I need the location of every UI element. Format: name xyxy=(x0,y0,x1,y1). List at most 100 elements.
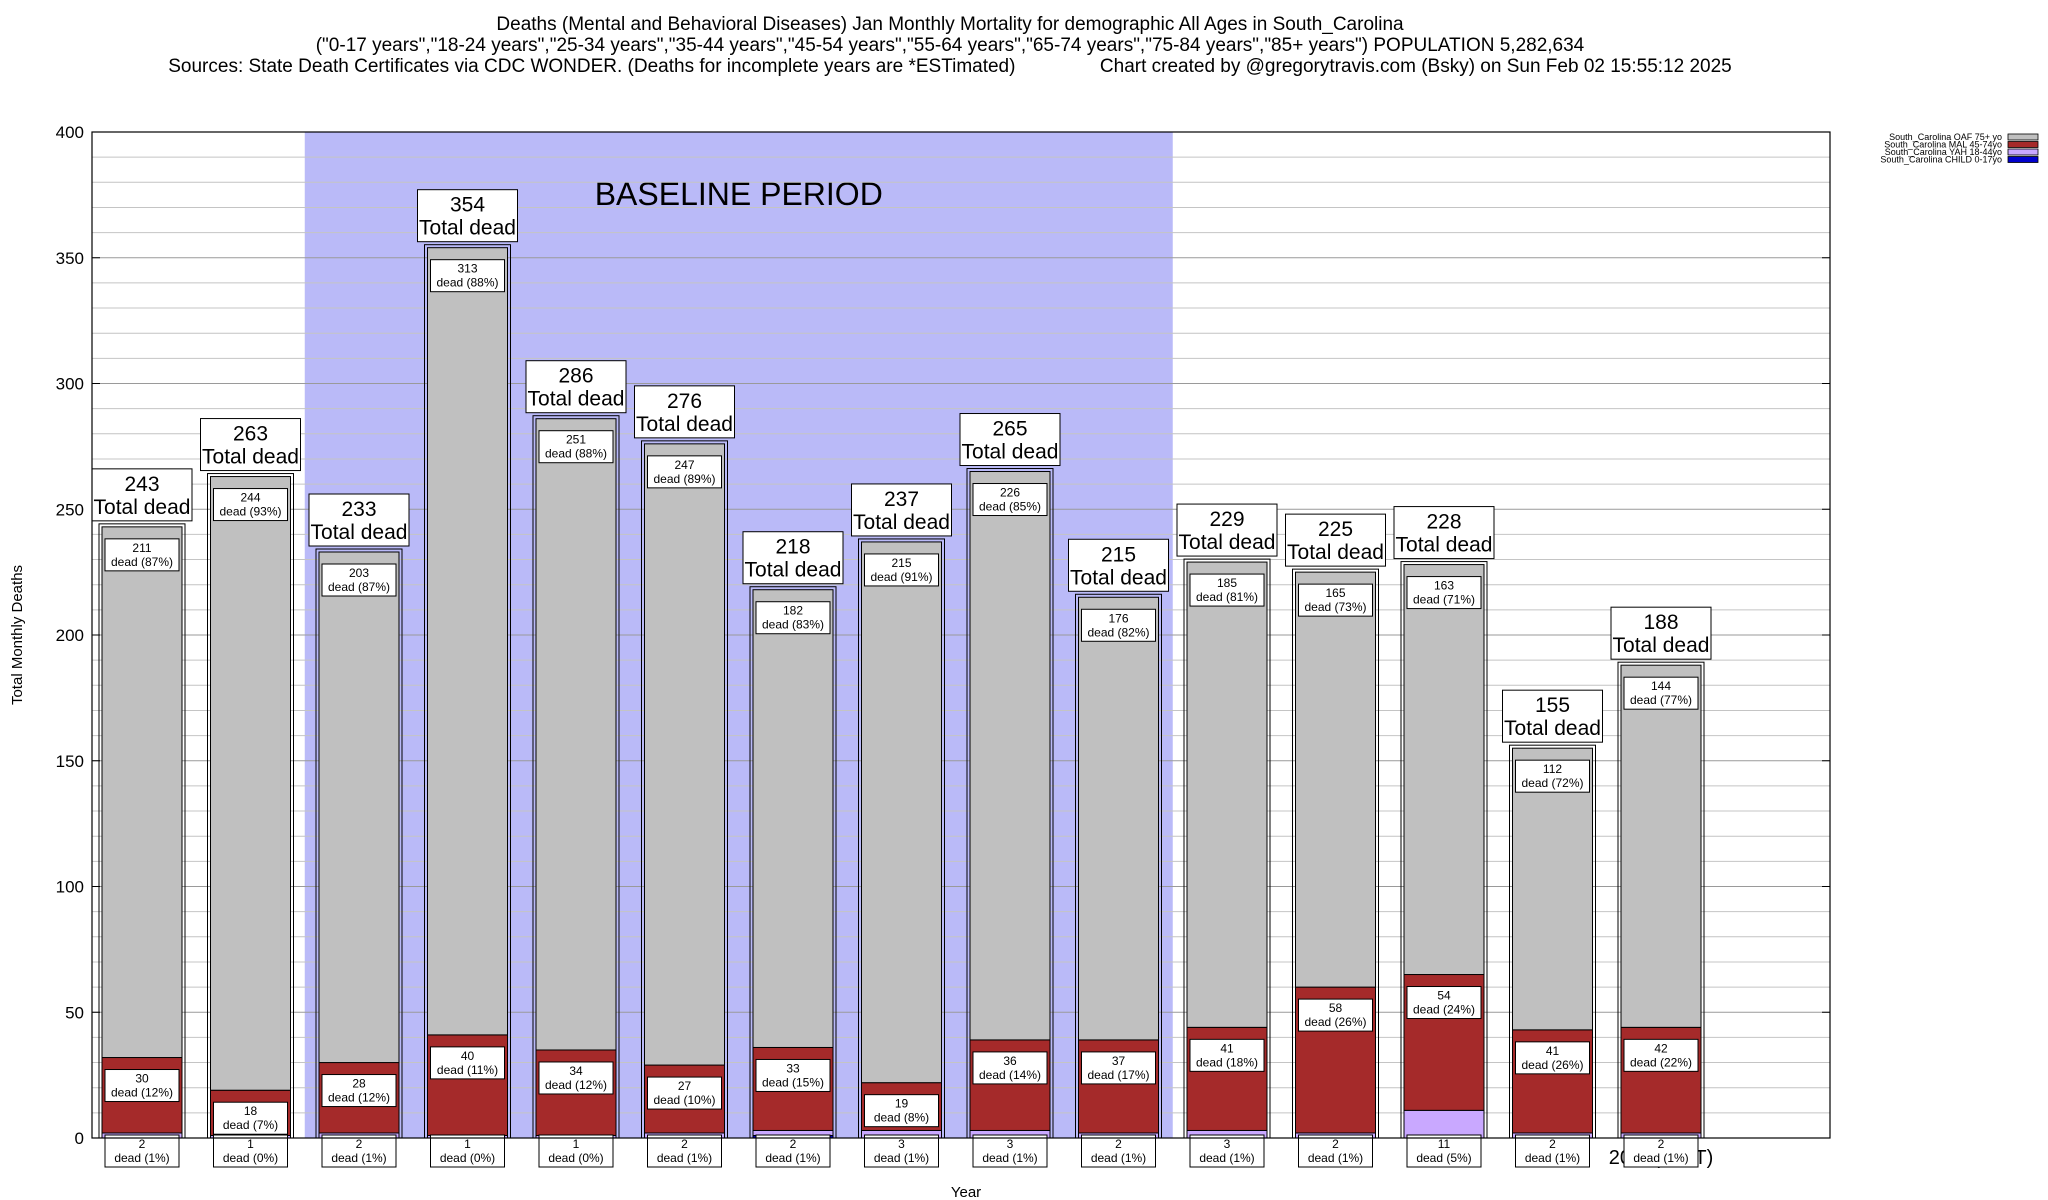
segment-label-box xyxy=(1189,1134,1265,1168)
segment-value-label: 41 xyxy=(1220,1041,1234,1055)
total-dead-label: Total dead xyxy=(419,217,516,240)
legend-entry-label: South_Carolina CHILD 0-17yo xyxy=(1880,155,2002,165)
total-dead-label: Total dead xyxy=(202,446,299,469)
y-tick-label: 0 xyxy=(75,1129,84,1148)
total-label-box xyxy=(417,189,518,243)
segment-percent-label: dead (26%) xyxy=(1521,1058,1583,1072)
total-value-label: 215 xyxy=(1101,543,1136,566)
total-dead-label: Total dead xyxy=(1070,566,1167,589)
segment-label-box xyxy=(1298,998,1373,1032)
segment-label-box xyxy=(1081,608,1156,642)
segment-value-label: 251 xyxy=(566,433,586,447)
segment-label-box xyxy=(864,1134,939,1168)
segment-value-label: 112 xyxy=(1543,762,1562,776)
segment-percent-label: dead (83%) xyxy=(762,618,824,632)
segment-label-box xyxy=(538,1134,614,1168)
bar-segment xyxy=(969,471,1051,1041)
segment-label-box xyxy=(213,1134,288,1168)
total-value-label: 265 xyxy=(992,418,1027,441)
segment-value-label: 165 xyxy=(1325,586,1345,600)
segment-percent-label: dead (26%) xyxy=(1304,1015,1366,1029)
segment-value-label: 42 xyxy=(1654,1041,1668,1055)
segment-value-label: 1 xyxy=(247,1137,254,1151)
segment-value-label: 2 xyxy=(681,1137,688,1151)
total-value-label: 225 xyxy=(1318,518,1353,541)
segment-label-box xyxy=(972,483,1048,517)
segment-label-box xyxy=(1298,1134,1373,1168)
segment-value-label: 185 xyxy=(1217,576,1237,590)
total-value-label: 229 xyxy=(1209,508,1244,531)
segment-percent-label: dead (93%) xyxy=(219,505,281,519)
y-axis-label: Total Monthly Deaths xyxy=(9,565,26,705)
segment-label-box xyxy=(647,1134,722,1168)
segment-percent-label: dead (0%) xyxy=(440,1151,495,1165)
total-value-label: 233 xyxy=(341,498,376,521)
total-dead-label: Total dead xyxy=(1396,534,1493,557)
baseline-period-label: BASELINE PERIOD xyxy=(595,176,883,212)
segment-percent-label: dead (0%) xyxy=(548,1151,603,1165)
total-value-label: 354 xyxy=(450,194,485,217)
segment-percent-label: dead (12%) xyxy=(545,1078,607,1092)
bar-segment xyxy=(101,526,183,1059)
segment-value-label: 34 xyxy=(569,1064,583,1078)
segment-value-label: 11 xyxy=(1438,1137,1451,1151)
segment-value-label: 33 xyxy=(786,1061,800,1075)
segment-label-box xyxy=(213,488,288,522)
segment-label-box xyxy=(1406,576,1482,610)
total-dead-label: Total dead xyxy=(311,521,408,544)
bar-segment xyxy=(1512,747,1593,1031)
legend-entry-label: South_Carolina YAH 18-44yo xyxy=(1885,147,2002,157)
segment-percent-label: dead (1%) xyxy=(1091,1151,1146,1165)
segment-label-box xyxy=(1406,986,1482,1020)
total-value-label: 218 xyxy=(775,536,810,559)
x-axis-label: Year xyxy=(951,1184,981,1200)
legend-swatch xyxy=(2007,148,2039,156)
segment-percent-label: dead (89%) xyxy=(653,472,715,486)
y-tick-label: 400 xyxy=(56,123,84,142)
chart-title: Deaths (Mental and Behavioral Diseases) … xyxy=(496,14,1404,35)
segment-label-box xyxy=(1189,1038,1265,1072)
segment-percent-label: dead (71%) xyxy=(1413,593,1475,607)
chart-title-block: Deaths (Mental and Behavioral Diseases) … xyxy=(0,14,1900,77)
segment-label-box xyxy=(104,538,180,572)
total-dead-label: Total dead xyxy=(1287,541,1384,564)
bar-segment xyxy=(210,476,291,1091)
segment-label-box xyxy=(647,1076,722,1110)
segment-percent-label: dead (15%) xyxy=(762,1075,824,1089)
segment-value-label: 58 xyxy=(1329,1001,1343,1015)
bar-segment xyxy=(427,247,508,1036)
segment-value-label: 203 xyxy=(349,566,369,580)
total-label-box xyxy=(200,418,301,472)
segment-label-box xyxy=(864,1094,939,1128)
total-dead-label: Total dead xyxy=(1179,531,1276,554)
total-value-label: 263 xyxy=(233,423,268,446)
total-label-box xyxy=(1610,606,1712,660)
segment-value-label: 54 xyxy=(1437,989,1451,1003)
segment-label-box xyxy=(1515,1041,1590,1075)
segment-value-label: 37 xyxy=(1112,1054,1126,1068)
segment-percent-label: dead (73%) xyxy=(1304,600,1366,614)
total-dead-label: Total dead xyxy=(94,496,191,519)
chart-subtitle-age-groups: ("0-17 years","18-24 years","25-34 years… xyxy=(315,35,1585,56)
segment-percent-label: dead (12%) xyxy=(111,1086,173,1100)
segment-percent-label: dead (10%) xyxy=(653,1093,715,1107)
segment-value-label: 226 xyxy=(1000,486,1020,500)
bar-segment xyxy=(1186,561,1268,1028)
segment-percent-label: dead (87%) xyxy=(111,555,173,569)
segment-value-label: 2 xyxy=(139,1137,146,1151)
segment-value-label: 40 xyxy=(461,1049,475,1063)
segment-label-box xyxy=(1081,1134,1156,1168)
segment-percent-label: dead (77%) xyxy=(1630,693,1692,707)
segment-label-box xyxy=(864,553,939,587)
legend-swatch xyxy=(2007,156,2039,163)
total-dead-label: Total dead xyxy=(1613,634,1710,657)
segment-label-box xyxy=(1515,1134,1590,1168)
segment-percent-label: dead (14%) xyxy=(979,1068,1041,1082)
segment-label-box xyxy=(430,1134,505,1168)
legend-entry-label: South_Carolina OAF 75+ yo xyxy=(1889,132,2002,142)
segment-value-label: 163 xyxy=(1434,579,1454,593)
segment-label-box xyxy=(755,1058,831,1092)
segment-percent-label: dead (1%) xyxy=(657,1151,712,1165)
segment-percent-label: dead (8%) xyxy=(874,1111,929,1125)
total-value-label: 243 xyxy=(124,473,159,496)
